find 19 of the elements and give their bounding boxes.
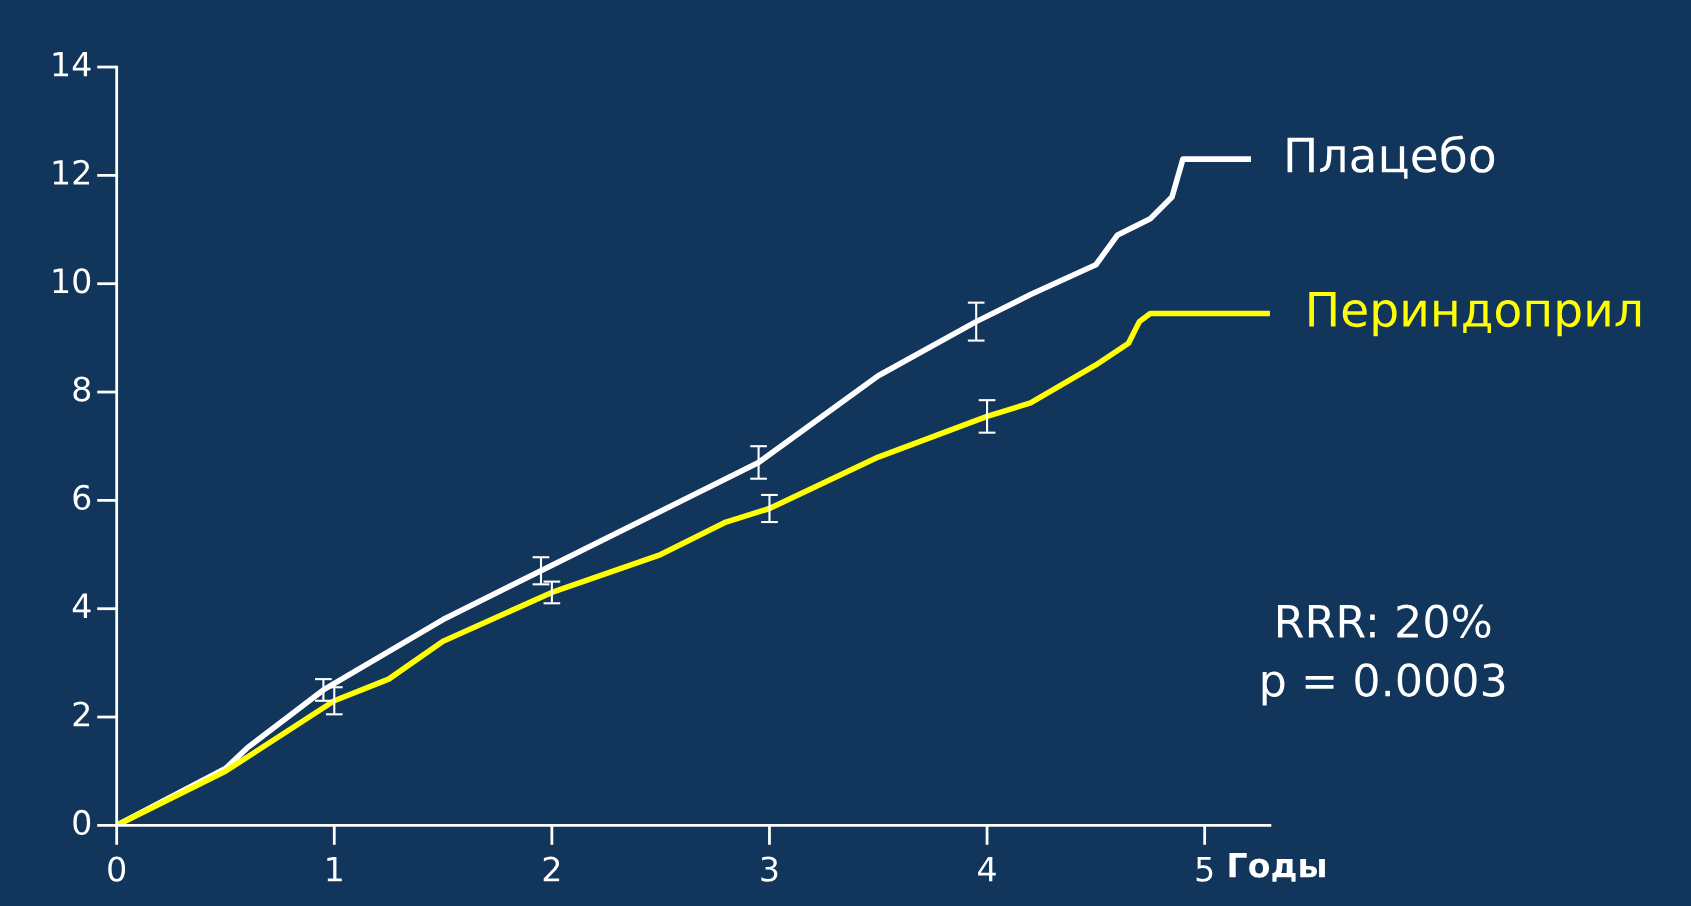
series-label: Плацебо: [1287, 135, 1495, 179]
y-tick-label: 6: [73, 484, 91, 511]
series-label: Периндоприл: [1309, 292, 1641, 337]
x-tick-label: 2: [543, 856, 560, 882]
y-tick-label: 10: [53, 268, 91, 294]
text: RRR: 20%: [1278, 604, 1491, 639]
y-tick-label: 4: [72, 593, 91, 618]
y-tick-label: 14: [53, 51, 91, 77]
y-tick-label: 0: [73, 809, 91, 836]
y-tick-label: 2: [73, 701, 90, 727]
x-tick-label: 0: [108, 856, 126, 882]
x-tick-label: 5: [1196, 856, 1213, 882]
x-axis-title: Годы: [1229, 852, 1325, 882]
y-tick-label: 8: [73, 376, 91, 402]
annotation: p = 0.0003: [1262, 663, 1505, 706]
x-tick-label: 1: [327, 856, 342, 882]
x-tick-label: 3: [761, 856, 778, 882]
x-tick-label: 4: [978, 856, 996, 882]
y-tick-label: 12: [53, 159, 90, 185]
